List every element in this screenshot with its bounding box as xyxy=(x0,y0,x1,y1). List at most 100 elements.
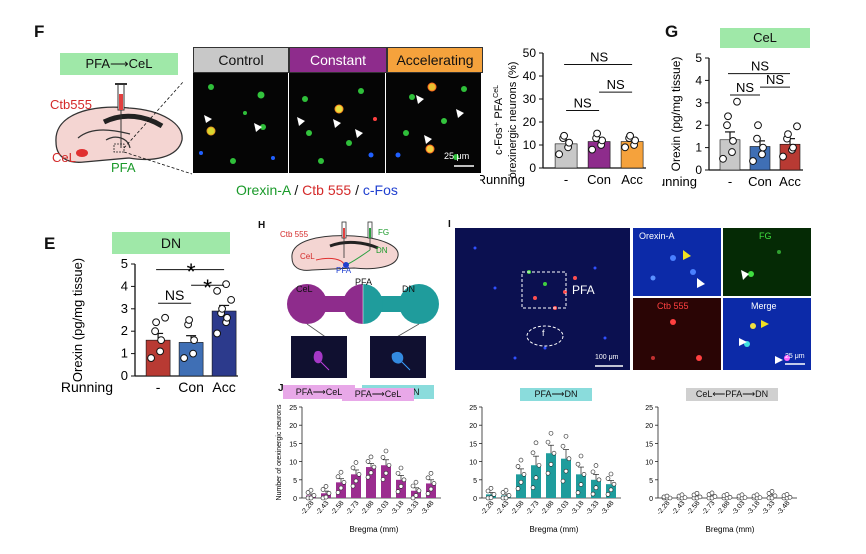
data-point xyxy=(353,460,359,465)
data-point xyxy=(608,471,614,477)
data-point xyxy=(368,454,374,460)
data-point xyxy=(769,489,775,494)
y-tick-label: 15 xyxy=(289,441,297,448)
data-point xyxy=(578,482,584,487)
data-point xyxy=(727,494,733,500)
chart-j2-pfa-dn-bregma: 0 5 10 15 20 25 -2.28 -2.43 -2.58 -2.73 -2.88 -3.03… xyxy=(469,405,621,534)
x-tick-label: -2.28 xyxy=(656,500,672,517)
data-point xyxy=(152,318,160,327)
data-point xyxy=(185,316,194,324)
y-label-sup: CeL xyxy=(493,85,500,98)
data-point xyxy=(368,470,374,476)
bar-5 xyxy=(561,458,571,498)
data-point xyxy=(350,465,356,471)
data-point xyxy=(218,304,227,313)
data-point xyxy=(757,495,763,500)
scale-bar-label: 25 μm xyxy=(444,151,470,161)
data-point xyxy=(575,461,581,467)
data-point xyxy=(308,487,314,493)
data-point xyxy=(395,489,401,494)
h-label-pfa: PFA xyxy=(336,266,352,275)
data-point xyxy=(413,493,419,498)
data-point xyxy=(759,143,767,152)
panel-i-letter: I xyxy=(448,219,451,230)
i-pfa-label: PFA xyxy=(572,283,595,297)
data-point xyxy=(335,490,341,495)
h-tag-pfa-cel: PFA⟶CeL xyxy=(283,385,355,399)
data-point xyxy=(515,486,521,491)
h-label-dn: DN xyxy=(376,246,388,255)
x-tick-label: -3.48 xyxy=(600,500,616,517)
data-point xyxy=(563,433,569,439)
data-point xyxy=(425,491,431,496)
x-tick-label: -2.73 xyxy=(525,500,541,517)
bar-2 xyxy=(516,474,526,498)
data-point xyxy=(338,469,344,475)
significance-label: NS xyxy=(607,77,625,92)
y-tick-label: 4 xyxy=(121,278,128,293)
i-fornix-label: f xyxy=(542,328,545,338)
x-tick-label: -3.18 xyxy=(390,500,406,517)
data-point xyxy=(733,97,741,106)
data-point xyxy=(410,483,416,489)
data-point xyxy=(365,459,371,464)
x-axis-label: Bregma (mm) xyxy=(350,525,399,534)
y-tick-label: 5 xyxy=(649,478,653,485)
data-point xyxy=(491,492,497,497)
data-point xyxy=(753,134,761,143)
data-point xyxy=(485,488,491,494)
x-category-label: Con xyxy=(748,174,772,189)
panel-f-letter: F xyxy=(34,22,45,41)
y-tick-label: 20 xyxy=(645,423,653,430)
legend-cfos: c-Fos xyxy=(362,182,398,198)
data-point xyxy=(593,463,599,468)
y-label-part: c-Fos⁺ PFA xyxy=(493,97,505,155)
data-point xyxy=(551,450,557,456)
x-category-label: - xyxy=(156,379,161,395)
y-tick-label: 20 xyxy=(289,423,297,430)
data-point xyxy=(380,477,386,482)
x-tick-label: -2.28 xyxy=(300,500,316,517)
x-tick-label: -3.18 xyxy=(570,500,586,517)
y-tick-label: 5 xyxy=(293,478,297,485)
x-axis-label: Bregma (mm) xyxy=(706,525,755,534)
chart-j3-dual-bregma: 0 5 10 15 20 25 -2.28 -2.43 -2.58 -2.73 -2.88 -3.03… xyxy=(645,405,797,534)
y-tick-label: 2 xyxy=(121,323,128,338)
chart-j1-pfa-cel-bregma: 0 5 10 15 20 25 -2.28 -2.43 -2.58 -2.73 -2.88 -3.03… xyxy=(276,404,441,534)
data-point xyxy=(533,475,539,481)
data-point xyxy=(590,469,596,475)
significance-label: NS xyxy=(590,50,608,65)
y-tick-label: 1 xyxy=(121,346,128,361)
data-point xyxy=(719,154,727,163)
data-point xyxy=(227,295,236,304)
x-category-label: Con xyxy=(587,172,611,187)
brain-schematic-h xyxy=(291,221,399,271)
significance-label: NS xyxy=(766,72,784,87)
x-tick-label: -2.43 xyxy=(495,500,511,517)
i-inset-label-orexin: Orexin-A xyxy=(639,231,675,241)
bar-3 xyxy=(531,465,541,498)
y-tick-label: 5 xyxy=(121,256,128,271)
data-point xyxy=(222,280,231,289)
data-point xyxy=(530,485,536,490)
y-tick-label: 20 xyxy=(469,423,477,430)
y-tick-label: 40 xyxy=(523,69,537,83)
data-point xyxy=(565,138,573,147)
data-point xyxy=(754,492,760,498)
data-point xyxy=(590,491,596,497)
data-point xyxy=(180,354,189,362)
data-point xyxy=(694,491,700,496)
bar-6 xyxy=(396,479,406,498)
significance-label: NS xyxy=(165,287,184,303)
data-point xyxy=(793,122,801,131)
y-tick-label: 0 xyxy=(649,496,653,503)
data-point xyxy=(769,495,775,501)
y-tick-label: 3 xyxy=(121,301,128,316)
data-point xyxy=(593,485,599,491)
panel-e-letter: E xyxy=(44,234,56,253)
i-inset-orexin: Orexin-A xyxy=(633,228,721,296)
i-inset-ctb: Ctb 555 xyxy=(633,298,721,370)
x-tick-label: -2.28 xyxy=(480,500,496,517)
data-point xyxy=(413,479,419,485)
y-tick-label: 2 xyxy=(695,118,702,132)
